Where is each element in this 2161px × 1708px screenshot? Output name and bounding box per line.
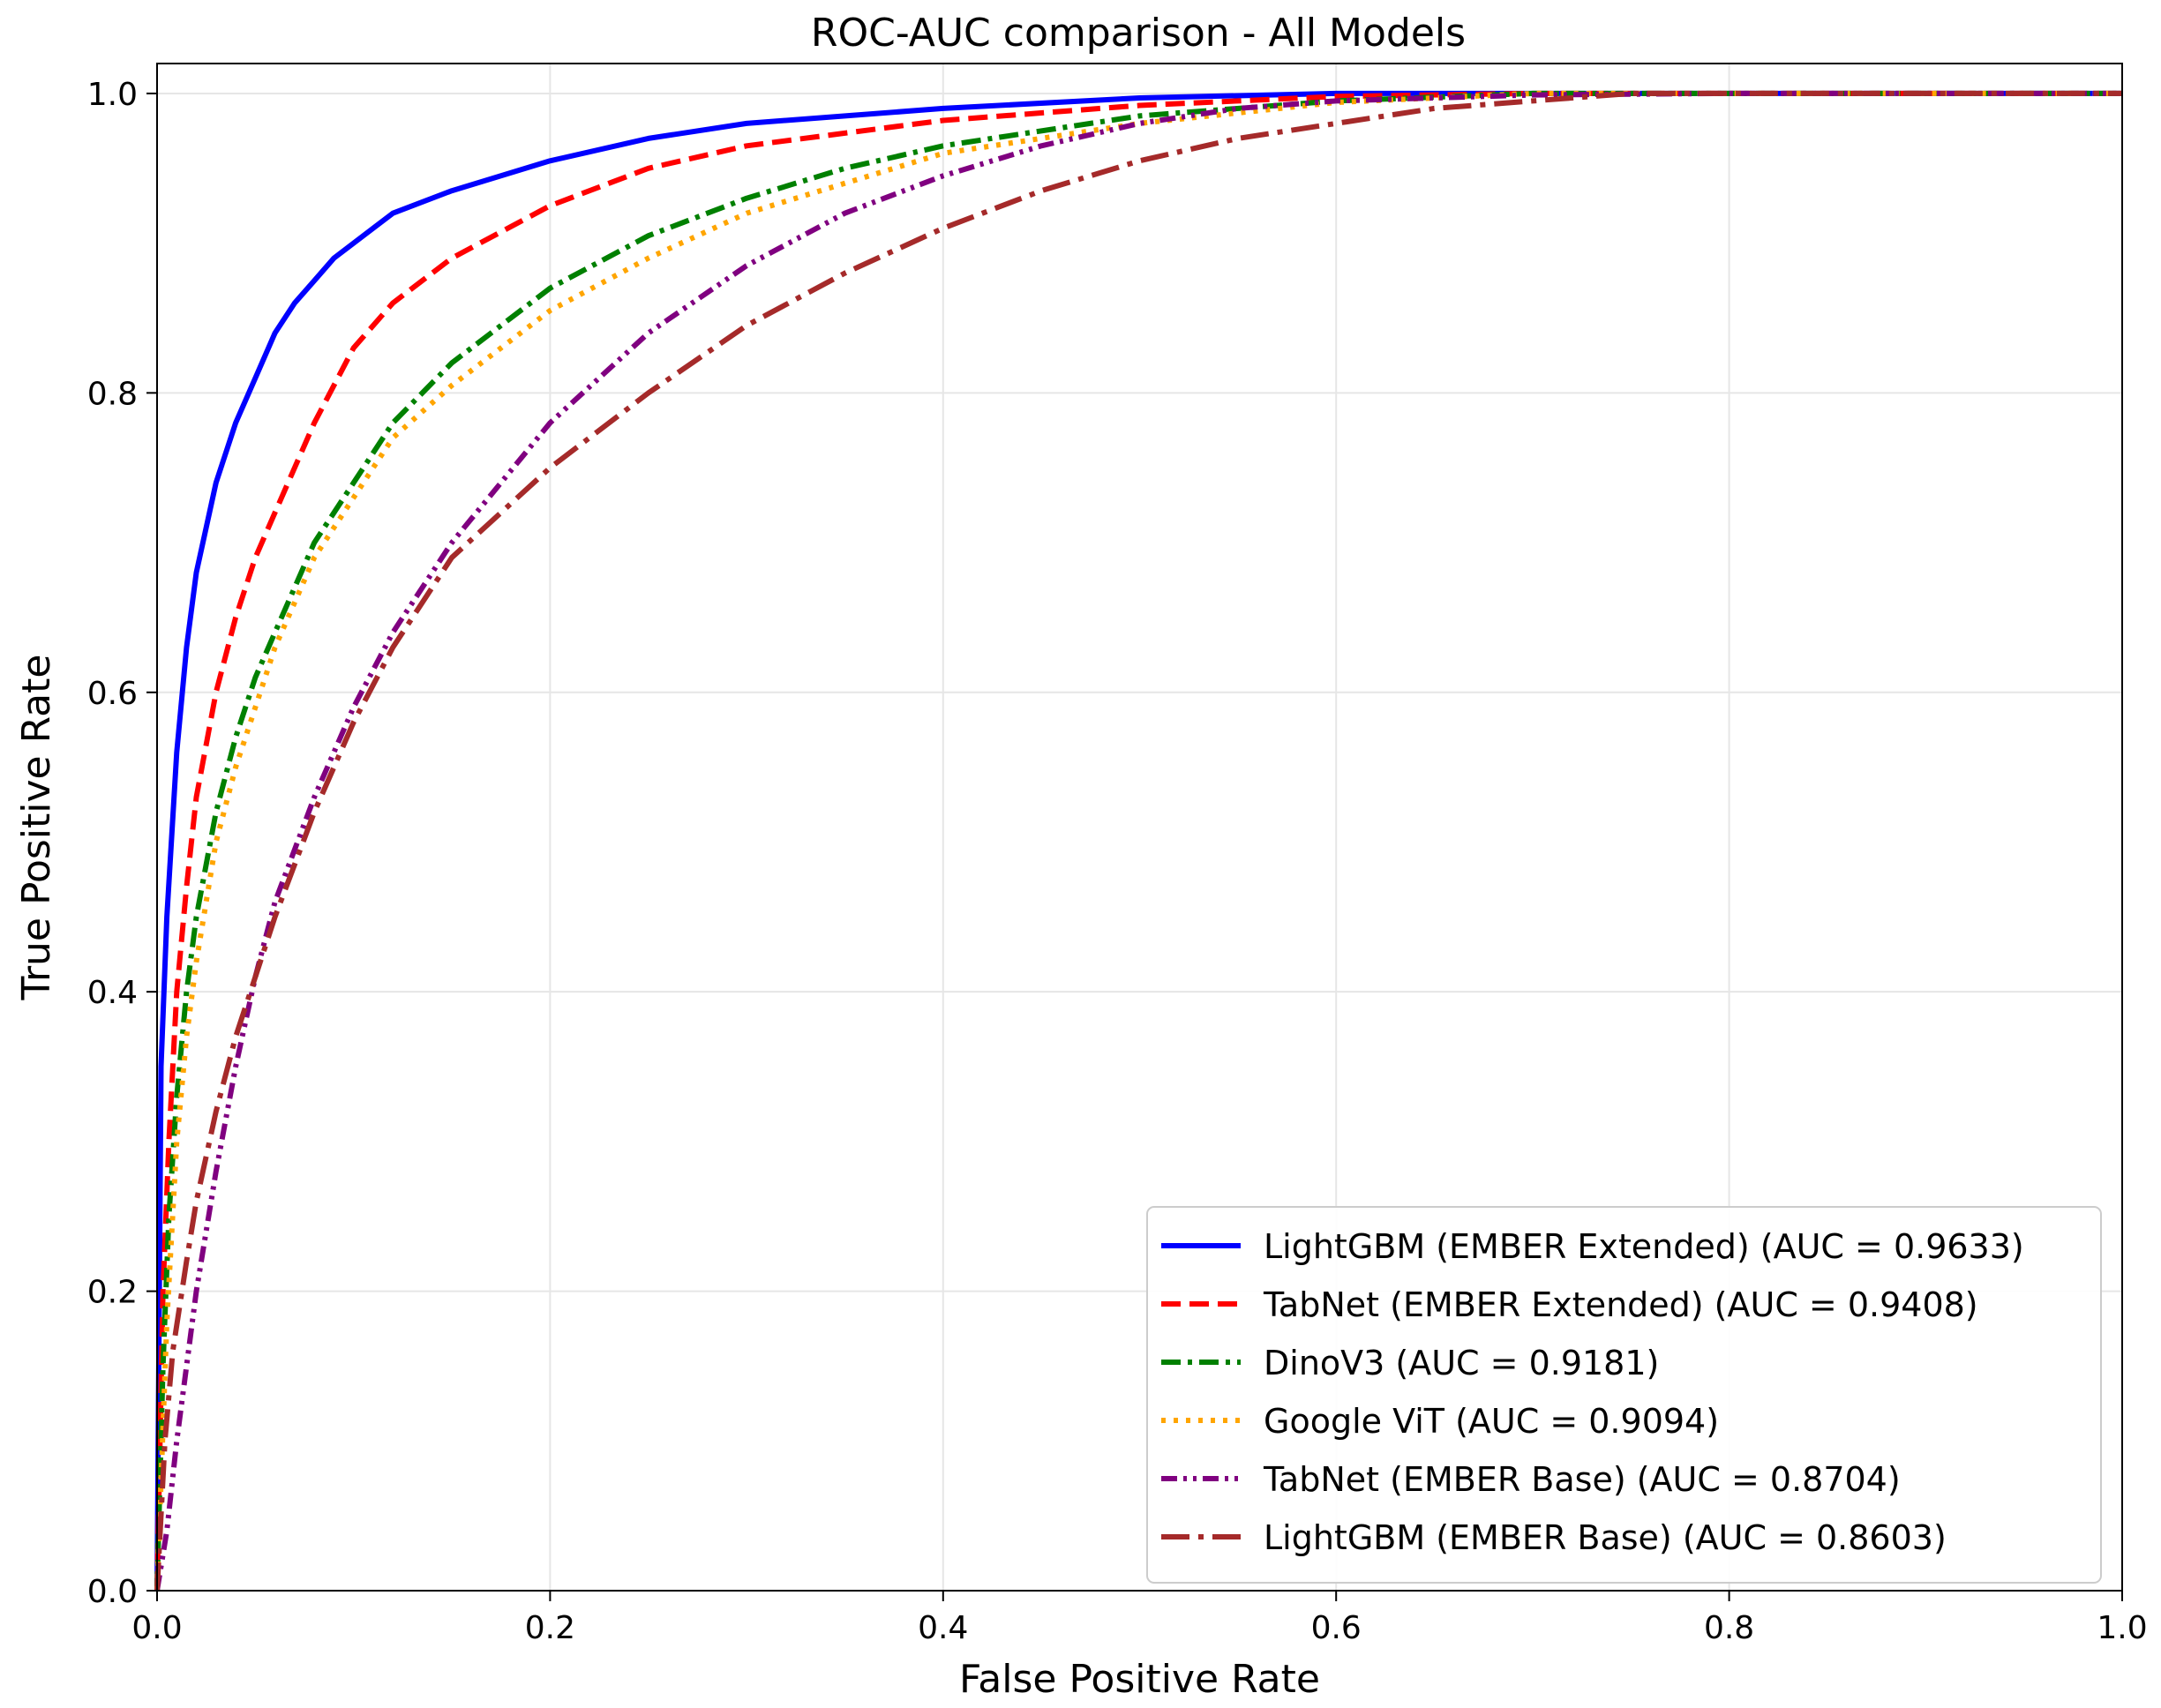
series-layer xyxy=(154,90,2122,1592)
series-line-3 xyxy=(154,90,2122,1592)
x-tick-label: 1.0 xyxy=(2097,1610,2147,1646)
y-tick-label: 0.8 xyxy=(87,376,138,412)
y-axis-label: True Positive Rate xyxy=(14,655,59,1001)
y-tick-label: 0.4 xyxy=(87,975,138,1011)
y-tick-label: 1.0 xyxy=(87,77,138,113)
x-tick-label: 0.2 xyxy=(525,1610,575,1646)
y-tick-label: 0.6 xyxy=(87,676,138,712)
y-tick-label: 0.2 xyxy=(87,1275,138,1311)
legend-box xyxy=(1146,1206,2102,1584)
legend-label: LightGBM (EMBER Extended) (AUC = 0.9633) xyxy=(1264,1227,2024,1266)
x-tick-label: 0.0 xyxy=(131,1610,182,1646)
x-axis-label: False Positive Rate xyxy=(959,1657,1320,1702)
series-line-5 xyxy=(154,90,2122,1592)
series-line-1 xyxy=(154,90,2122,1592)
legend-label: LightGBM (EMBER Base) (AUC = 0.8603) xyxy=(1264,1518,1947,1557)
legend-label: TabNet (EMBER Base) (AUC = 0.8704) xyxy=(1263,1460,1901,1499)
grid xyxy=(156,64,2123,1592)
axis-ticks: 0.0 0.2 0.4 0.6 0.8 1.0 0.0 0.2 0.4 0.6 0.8 1.0 xyxy=(87,77,2148,1646)
legend: LightGBM (EMBER Extended) (AUC = 0.9633)… xyxy=(1146,1206,2102,1584)
legend-label: Google ViT (AUC = 0.9094) xyxy=(1264,1402,1719,1441)
x-tick-label: 0.6 xyxy=(1311,1610,1362,1646)
x-tick-label: 0.8 xyxy=(1704,1610,1754,1646)
y-tick-label: 0.0 xyxy=(87,1574,138,1610)
legend-label: TabNet (EMBER Extended) (AUC = 0.9408) xyxy=(1263,1285,1978,1324)
plot-frame xyxy=(156,63,2123,1592)
x-tick-label: 0.4 xyxy=(918,1610,968,1646)
chart-title: ROC-AUC comparison - All Models xyxy=(811,11,1466,56)
series-line-2 xyxy=(154,90,2122,1592)
legend-label: DinoV3 (AUC = 0.9181) xyxy=(1264,1344,1659,1382)
